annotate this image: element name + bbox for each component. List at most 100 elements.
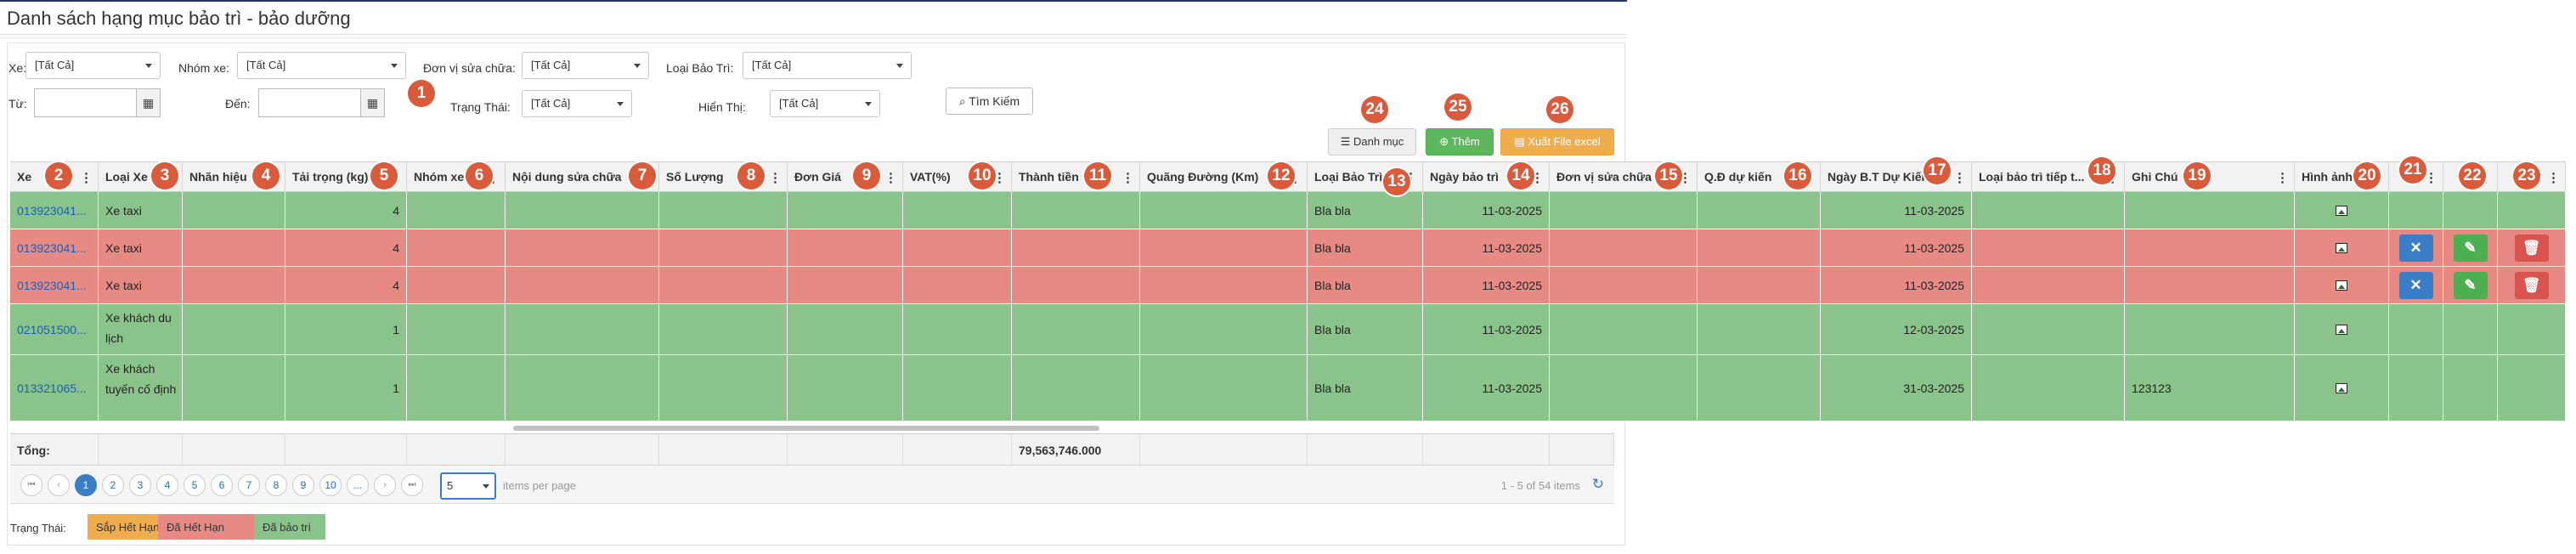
table-row[interactable]: 013923041... Xe taxi 4 Bla bla 11-03-2025 11-… <box>10 267 2566 304</box>
cell-ghichu: 123123 <box>2125 355 2295 421</box>
hienthi-select[interactable]: [Tất Cả] <box>770 90 880 117</box>
cell-xe[interactable]: 013923041... <box>10 267 99 304</box>
cell-xe-text[interactable]: 021051500... <box>17 323 87 336</box>
loaibaotri-select[interactable]: [Tất Cả] <box>743 52 912 79</box>
page-button[interactable]: 10 <box>319 474 342 496</box>
page-button[interactable]: 5 <box>184 474 206 496</box>
column-menu-icon[interactable]: ⋮ <box>884 171 897 185</box>
column-header[interactable]: VAT(%) ⋮ <box>903 162 1012 193</box>
column-header-label: Loại bảo trì tiếp t... <box>1979 170 2085 184</box>
table-cell <box>1012 267 1140 304</box>
column-header[interactable]: Ngày bảo trì ⋮ <box>1423 162 1550 193</box>
last-page-icon[interactable]: ⏭ <box>401 474 423 496</box>
page-button[interactable]: 2 <box>102 474 124 496</box>
annotation-badge: 23 <box>2513 162 2540 189</box>
image-icon[interactable] <box>2336 206 2347 216</box>
column-header[interactable]: Ngày B.T Dự Kiến ⋮ <box>1821 162 1972 193</box>
page-button[interactable]: 9 <box>292 474 314 496</box>
column-header[interactable]: Ghi Chú ⋮ <box>2125 162 2295 193</box>
cell-xe[interactable]: 013923041... <box>10 229 99 267</box>
column-header[interactable]: ⋮ <box>2389 162 2443 193</box>
table-cell <box>1012 355 1140 421</box>
column-menu-icon[interactable]: ⋮ <box>1953 171 1966 185</box>
column-menu-icon[interactable]: ⋮ <box>993 171 1006 185</box>
table-cell: ✕ <box>2389 229 2443 267</box>
cell-xe[interactable]: 013321065... <box>10 355 99 421</box>
column-menu-icon[interactable]: ⋮ <box>80 171 93 185</box>
nhomxe-select[interactable]: [Tất Cả] <box>237 52 406 79</box>
add-button-label: Thêm <box>1451 135 1480 148</box>
cell-taitrong: 1 <box>285 355 407 421</box>
donvi-select[interactable]: [Tất Cả] <box>522 52 649 79</box>
next-page-icon[interactable]: › <box>374 474 396 496</box>
close-icon[interactable]: ✕ <box>2398 235 2433 262</box>
page-button[interactable]: 6 <box>211 474 233 496</box>
table-row[interactable]: 013321065... Xe khách tuyến cố định 1 Bla b… <box>10 355 2566 421</box>
table-cell <box>2295 267 2389 304</box>
table-row[interactable]: 021051500... Xe khách du lịch 1 Bla bla 11-0… <box>10 304 2566 355</box>
trash-icon[interactable]: 🗑 <box>2514 235 2549 262</box>
column-header[interactable]: Thành tiền ⋮ <box>1012 162 1140 193</box>
cell-xe[interactable]: 021051500... <box>10 304 99 355</box>
column-menu-icon[interactable]: ⋮ <box>1121 171 1134 185</box>
cell-xe-text[interactable]: 013923041... <box>17 241 87 255</box>
add-button[interactable]: ⊕ Thêm <box>1426 128 1494 155</box>
first-page-icon[interactable]: ⏮ <box>20 474 42 496</box>
trangthai-select[interactable]: [Tất Cả] <box>522 90 632 117</box>
trash-icon[interactable]: 🗑 <box>2514 272 2549 299</box>
page-button[interactable]: 7 <box>238 474 260 496</box>
prev-page-icon[interactable]: ‹ <box>48 474 70 496</box>
cell-xe-text[interactable]: 013923041... <box>17 279 87 292</box>
calendar-icon[interactable]: ▦ <box>360 89 384 116</box>
xe-select[interactable]: [Tất Cả] <box>25 52 161 79</box>
column-header[interactable]: Xe ⋮ <box>10 162 99 193</box>
image-icon[interactable] <box>2336 280 2347 291</box>
per-page-select[interactable]: 5 <box>440 472 496 500</box>
image-icon[interactable] <box>2336 325 2347 335</box>
column-menu-icon[interactable]: ⋮ <box>2547 171 2560 185</box>
image-icon[interactable] <box>2336 243 2347 253</box>
table-row[interactable]: 013923041... Xe taxi 4 Bla bla 11-03-2025 11-… <box>10 229 2566 267</box>
cell-ngaydukien-text: 31-03-2025 <box>1903 382 1964 395</box>
top-border <box>0 0 1627 2</box>
annotation-badge: 17 <box>1924 157 1951 184</box>
page-button[interactable]: ... <box>347 474 369 496</box>
column-menu-icon[interactable]: ⋮ <box>2425 171 2438 185</box>
search-button[interactable]: ⌕ Tìm Kiếm <box>946 88 1033 115</box>
edit-icon[interactable]: ✎ <box>2453 272 2488 299</box>
per-page-value: 5 <box>447 479 454 492</box>
tu-date-input[interactable]: ▦ <box>34 88 161 117</box>
table-cell <box>407 355 506 421</box>
close-icon[interactable]: ✕ <box>2398 272 2433 299</box>
column-menu-icon[interactable]: ⋮ <box>2276 171 2289 185</box>
cell-loaibaotri-text: Bla bla <box>1314 382 1351 395</box>
table-cell <box>788 229 903 267</box>
annotation-badge: 20 <box>2353 162 2381 189</box>
column-header[interactable]: Số Lượng ⋮ <box>659 162 788 193</box>
horizontal-scrollbar[interactable] <box>513 426 1099 431</box>
cell-xe-text[interactable]: 013321065... <box>17 382 87 395</box>
page-button[interactable]: 3 <box>129 474 151 496</box>
page-button[interactable]: 8 <box>265 474 287 496</box>
column-header[interactable]: ⋮ <box>2498 162 2566 193</box>
column-header[interactable]: Đơn vị sửa chữa ⋮ <box>1550 162 1698 193</box>
annotation-badge: 25 <box>1444 93 1472 121</box>
column-menu-icon[interactable]: ⋮ <box>769 171 782 185</box>
export-excel-button[interactable]: ▤ Xuất File excel <box>1500 128 1614 155</box>
calendar-icon[interactable]: ▦ <box>136 89 160 116</box>
table-cell <box>407 304 506 355</box>
cell-loaixe-text: Xe taxi <box>105 241 142 255</box>
page-button[interactable]: 4 <box>156 474 178 496</box>
cell-loaibaotri-text: Bla bla <box>1314 323 1351 336</box>
cell-xe-text[interactable]: 013923041... <box>17 204 87 218</box>
cell-xe[interactable]: 013923041... <box>10 192 99 229</box>
den-date-input[interactable]: ▦ <box>258 88 385 117</box>
page-button[interactable]: 1 <box>75 474 97 496</box>
edit-icon[interactable]: ✎ <box>2453 235 2488 262</box>
refresh-icon[interactable]: ↻ <box>1591 476 1604 492</box>
footer-cell <box>183 434 285 466</box>
table-row[interactable]: 013923041... Xe taxi 4 Bla bla 11-03-2025 11-… <box>10 192 2566 229</box>
column-header[interactable]: Đơn Giá ⋮ <box>788 162 903 193</box>
image-icon[interactable] <box>2336 383 2347 393</box>
danhmuc-button[interactable]: ☰ Danh mục <box>1328 128 1416 155</box>
